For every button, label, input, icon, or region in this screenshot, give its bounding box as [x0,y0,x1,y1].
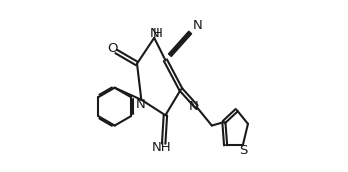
Text: S: S [239,144,248,157]
Text: NH: NH [152,141,172,154]
Text: N: N [188,100,198,114]
Text: H: H [153,27,163,40]
Text: N: N [150,27,159,40]
Text: N: N [193,19,203,32]
Text: O: O [107,42,117,55]
Text: N: N [136,98,145,111]
